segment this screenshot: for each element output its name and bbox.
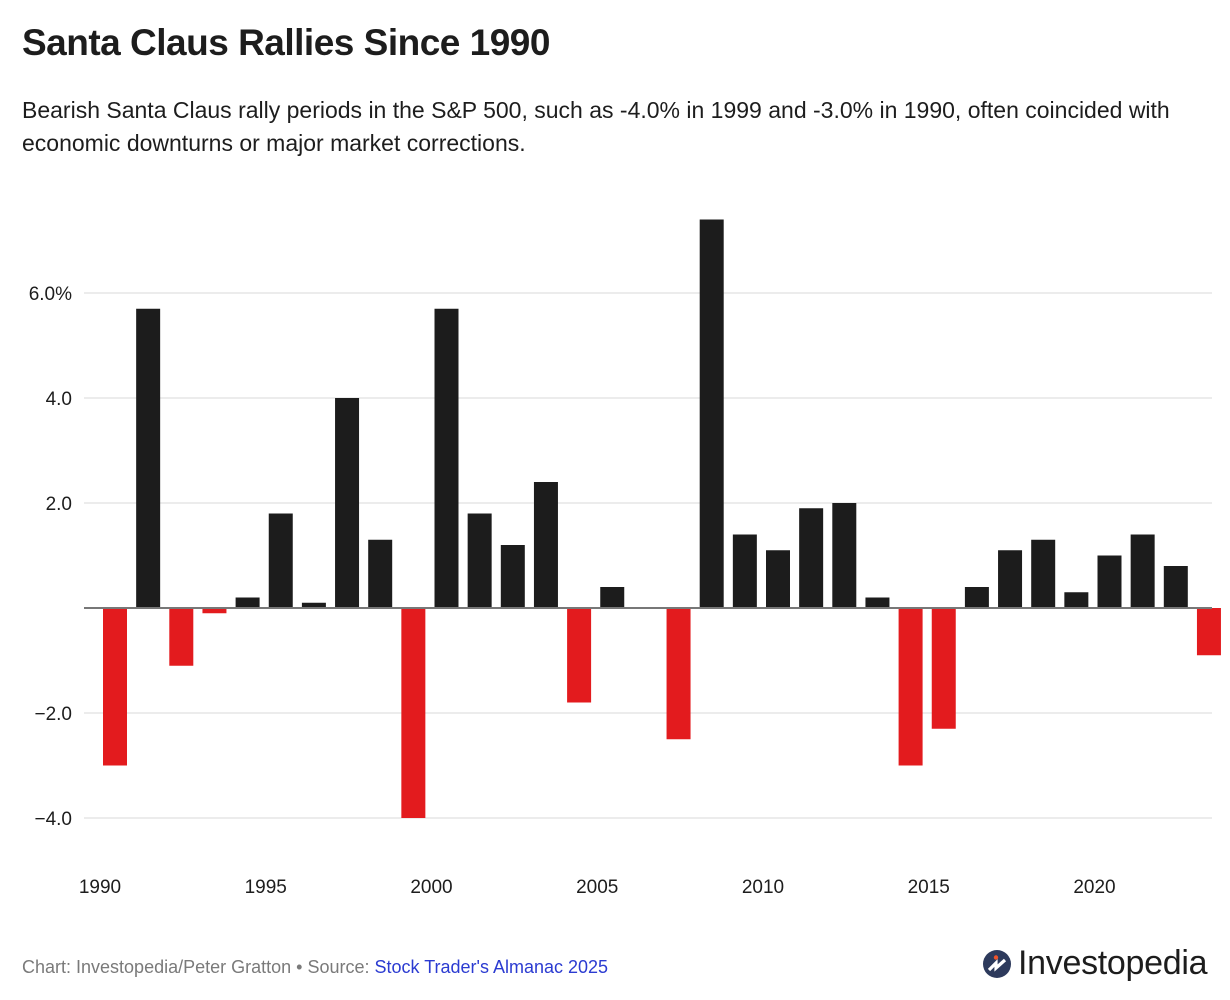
x-tick-label: 2010 xyxy=(742,877,784,898)
bar-2020 xyxy=(1097,555,1122,608)
bar-1993 xyxy=(202,608,227,614)
bar-2017 xyxy=(998,550,1023,608)
x-tick-label: 1995 xyxy=(245,877,287,898)
bar-2005 xyxy=(600,587,625,608)
bar-2009 xyxy=(732,534,757,608)
bar-1994 xyxy=(235,597,260,608)
bar-2001 xyxy=(467,513,492,608)
bar-1992 xyxy=(169,608,194,666)
bar-chart: 6.0% 4.0 2.0 −2.0 −4.0 1990 1995 2000 2005 2010 20… xyxy=(29,219,1221,898)
bar-1999 xyxy=(401,608,426,818)
bar-2023 xyxy=(1196,608,1221,656)
investopedia-logo[interactable]: Investopedia xyxy=(982,944,1208,983)
bar-2007 xyxy=(666,608,691,740)
bar-2010 xyxy=(766,550,790,608)
bar-2002 xyxy=(500,545,525,608)
chart-title: Santa Claus Rallies Since 1990 xyxy=(22,22,550,63)
bar-2014 xyxy=(898,608,923,766)
y-tick-label: 4.0 xyxy=(46,389,72,410)
x-tick-label: 1990 xyxy=(79,877,121,898)
bar-2003 xyxy=(533,482,558,608)
bars xyxy=(103,219,1221,818)
y-tick-label: 6.0% xyxy=(29,284,72,305)
x-tick-label: 2020 xyxy=(1073,877,1115,898)
y-tick-label: −4.0 xyxy=(34,809,72,830)
x-tick-label: 2005 xyxy=(576,877,618,898)
source-link[interactable]: Stock Trader's Almanac 2025 xyxy=(374,957,609,977)
bar-2012 xyxy=(832,503,857,608)
x-tick-label: 2015 xyxy=(908,877,950,898)
bar-2011 xyxy=(799,508,824,608)
y-tick-label: −2.0 xyxy=(34,704,72,725)
bar-1991 xyxy=(136,308,161,608)
chart-subtitle: Bearish Santa Claus rally periods in the… xyxy=(22,97,1170,156)
bar-1990 xyxy=(103,608,127,766)
credit-text: Chart: Investopedia/Peter Gratton • Sour… xyxy=(22,957,375,977)
bar-2004 xyxy=(567,608,592,703)
bar-2021 xyxy=(1130,534,1155,608)
bar-2015 xyxy=(931,608,956,729)
gridlines xyxy=(84,292,1212,819)
chart-footer: Chart: Investopedia/Peter Gratton • Sour… xyxy=(22,957,608,978)
bar-2018 xyxy=(1031,539,1056,608)
bar-1995 xyxy=(268,513,293,608)
bar-1997 xyxy=(335,398,360,608)
bar-2000 xyxy=(434,308,459,608)
bar-2013 xyxy=(865,597,890,608)
bar-1996 xyxy=(301,602,326,608)
investopedia-logo-icon xyxy=(983,949,1011,978)
bar-2022 xyxy=(1163,566,1188,608)
axes: 6.0% 4.0 2.0 −2.0 −4.0 1990 1995 2000 2005 2010 20… xyxy=(29,284,1212,898)
bar-2008 xyxy=(699,219,724,608)
x-tick-label: 2000 xyxy=(410,877,452,898)
logo-text: Investopedia xyxy=(1018,944,1208,982)
bar-1998 xyxy=(368,539,393,608)
bar-2019 xyxy=(1064,592,1089,608)
y-tick-label: 2.0 xyxy=(46,494,72,515)
bar-2016 xyxy=(964,587,989,608)
